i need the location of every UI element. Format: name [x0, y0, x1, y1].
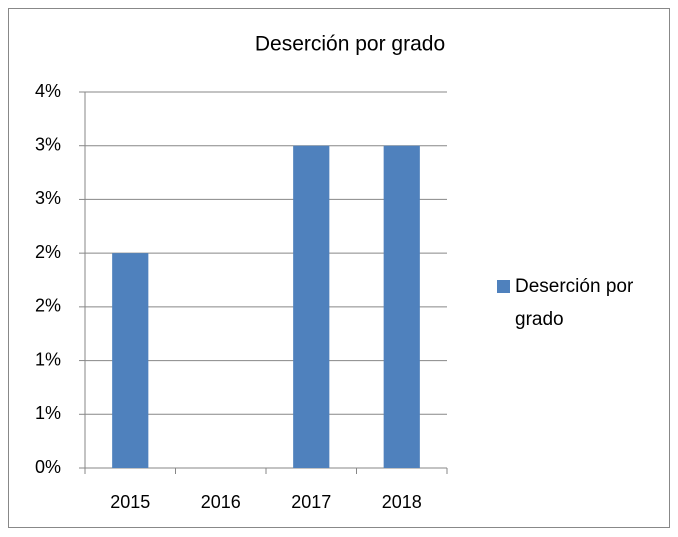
y-tick-label: 1% [35, 403, 61, 423]
chart-border [8, 8, 670, 528]
y-tick-label: 3% [35, 188, 61, 208]
legend-label: Deserción por grado [515, 276, 634, 330]
legend: Deserción por grado [497, 270, 667, 336]
bar [293, 145, 330, 468]
x-tick-label: 2016 [201, 492, 241, 512]
y-tick-label: 2% [35, 296, 61, 316]
x-tick-label: 2018 [382, 492, 422, 512]
legend-swatch [497, 280, 510, 293]
x-tick-label: 2015 [110, 492, 150, 512]
y-tick-label: 1% [35, 349, 61, 369]
y-tick-label: 0% [35, 457, 61, 477]
y-tick-label: 4% [35, 81, 61, 101]
bar [112, 253, 149, 468]
x-tick-label: 2017 [291, 492, 331, 512]
y-tick-label: 3% [35, 134, 61, 154]
chart-title: Deserción por grado [255, 33, 445, 56]
y-tick-label: 2% [35, 242, 61, 262]
bar [383, 145, 420, 468]
